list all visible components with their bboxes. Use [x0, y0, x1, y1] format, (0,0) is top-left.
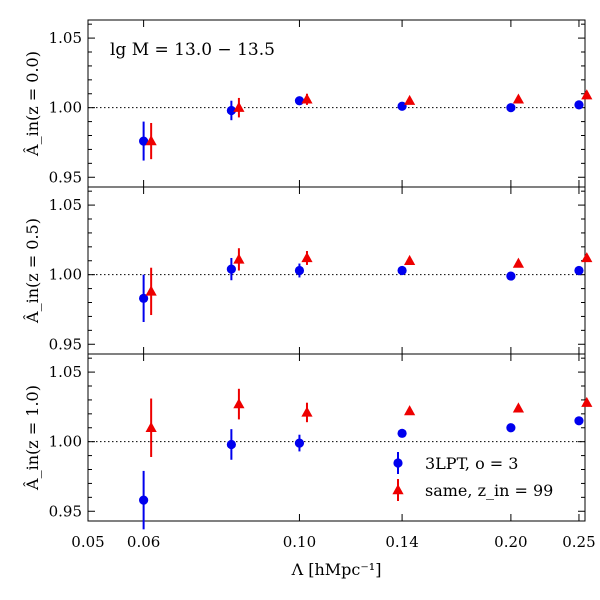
legend-marker-red-triangle: [392, 479, 404, 501]
y-tick-label: 1.00: [49, 99, 82, 117]
data-point-triangle: [233, 101, 245, 112]
y-tick-label: 1.05: [49, 29, 82, 47]
data-point-circle: [574, 100, 584, 110]
data-point-triangle: [581, 89, 593, 100]
y-tick-label: 0.95: [49, 502, 82, 520]
data-point-circle: [226, 264, 236, 274]
y-tick-label: 1.00: [49, 266, 82, 284]
data-point-triangle: [233, 253, 245, 264]
y-tick-label: 1.00: [49, 433, 82, 451]
legend-marker-blue-circle: [393, 452, 403, 474]
series-3lpt-panel-3: [139, 416, 584, 530]
data-point-circle: [397, 428, 407, 438]
data-point-triangle: [581, 252, 593, 263]
legend-label-same-zin: same, z_in = 99: [425, 481, 553, 500]
y-tick-labels: 0.95 1.00 1.05 0.95 1.00 1.05 0.95 1.00 …: [49, 29, 82, 520]
x-tick-label: 0.06: [127, 533, 160, 551]
y-axis-label-panel-2: Â_in(z = 0.5): [22, 218, 42, 324]
data-point-circle: [294, 438, 305, 448]
mass-bin-annotation: lg M = 13.0 − 13.5: [110, 40, 275, 60]
data-point-triangle: [404, 94, 416, 105]
x-tick-label: 0.25: [562, 533, 595, 551]
series-3lpt-panel-2: [139, 257, 584, 322]
legend-label-3lpt: 3LPT, o = 3: [425, 454, 518, 473]
panels: [87, 19, 593, 530]
data-point-circle: [294, 96, 305, 106]
data-point-circle: [139, 495, 149, 505]
data-point-triangle: [301, 252, 313, 263]
x-tick-label: 0.20: [494, 533, 527, 551]
data-point-circle: [226, 439, 236, 450]
legend-circle: [393, 458, 403, 468]
y-tick-label: 1.05: [49, 363, 82, 381]
data-point-triangle: [145, 285, 157, 296]
data-point-circle: [294, 265, 305, 276]
series-same-zin-panel-3: [145, 388, 593, 457]
y-axis-label-panel-1: Â_in(z = 0.0): [22, 51, 42, 157]
data-point-circle: [506, 423, 516, 433]
x-tick-label: 0.05: [71, 533, 104, 551]
data-point-circle: [506, 103, 516, 113]
data-point-triangle: [301, 406, 313, 417]
data-point-circle: [397, 265, 407, 276]
x-tick-label: 0.14: [385, 533, 418, 551]
data-point-triangle: [145, 135, 157, 146]
x-tick-labels: 0.05 0.06 0.10 0.14 0.20 0.25: [71, 533, 595, 551]
panel-2: [87, 186, 593, 355]
panel-frame: [87, 353, 586, 522]
data-point-circle: [574, 265, 584, 276]
data-point-triangle: [404, 254, 416, 265]
data-point-circle: [397, 101, 407, 111]
x-axis-label: Λ [hMpc⁻¹]: [291, 560, 382, 579]
data-point-triangle: [404, 405, 416, 416]
y-tick-label: 0.95: [49, 335, 82, 353]
data-point-triangle: [233, 398, 245, 409]
data-point-triangle: [301, 93, 313, 104]
legend: 3LPT, o = 3 same, z_in = 99: [392, 452, 553, 501]
data-point-triangle: [145, 421, 157, 432]
data-point-triangle: [581, 396, 593, 407]
y-tick-label: 1.05: [49, 196, 82, 214]
data-point-circle: [574, 416, 584, 426]
data-point-circle: [226, 105, 236, 116]
data-point-circle: [506, 271, 516, 281]
series-3lpt-panel-1: [139, 96, 584, 161]
panel-3: [87, 353, 593, 530]
data-point-triangle: [512, 257, 525, 268]
data-point-triangle: [512, 93, 525, 104]
x-tick-label: 0.10: [283, 533, 316, 551]
data-point-triangle: [512, 402, 525, 413]
y-axis-label-panel-3: Â_in(z = 1.0): [22, 385, 42, 491]
series-same-zin-panel-1: [145, 89, 593, 160]
data-point-circle: [139, 293, 149, 303]
data-point-circle: [139, 136, 149, 146]
panel-frame: [87, 186, 586, 355]
legend-triangle: [392, 484, 404, 495]
series-same-zin-panel-2: [145, 248, 593, 316]
y-tick-label: 0.95: [49, 168, 82, 186]
